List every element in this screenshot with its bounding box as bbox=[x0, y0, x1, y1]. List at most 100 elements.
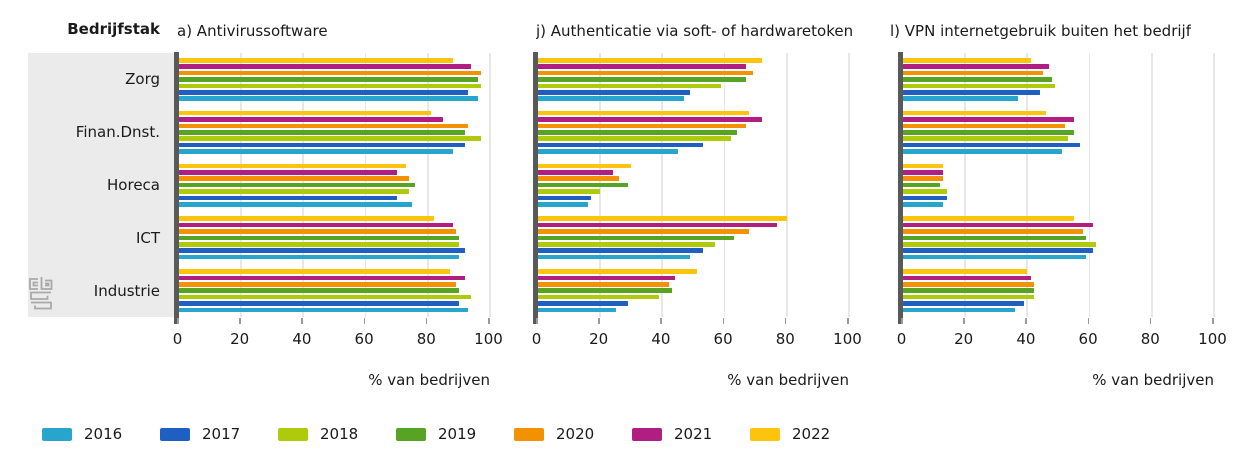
bar-2017 bbox=[538, 142, 703, 148]
legend-item-2016: 2016 bbox=[42, 425, 160, 443]
bar-2019 bbox=[538, 288, 672, 294]
bar-2022 bbox=[903, 269, 1028, 274]
panel-a-title: a) Antivirussoftware bbox=[177, 22, 328, 40]
bar-2021 bbox=[538, 222, 778, 228]
gridline bbox=[964, 53, 966, 317]
bar-2019 bbox=[903, 235, 1087, 241]
x-tick-label: 80 bbox=[416, 330, 436, 348]
x-tick bbox=[1149, 318, 1152, 324]
x-tick bbox=[425, 318, 428, 324]
x-tick bbox=[239, 318, 241, 324]
bar-2017 bbox=[903, 248, 1093, 254]
x-axis-label: % van bedrijven bbox=[368, 371, 490, 389]
x-tick bbox=[784, 318, 787, 324]
bar-2016 bbox=[903, 307, 1015, 313]
bar-2021 bbox=[538, 169, 613, 175]
bar-2022 bbox=[903, 110, 1047, 116]
bar-2020 bbox=[538, 70, 753, 76]
bar-2021 bbox=[179, 169, 397, 175]
bar-2021 bbox=[903, 275, 1031, 281]
x-tick-label: 40 bbox=[651, 330, 671, 348]
gridline bbox=[489, 53, 491, 317]
bar-2022 bbox=[179, 57, 453, 63]
gridline bbox=[723, 53, 726, 317]
bar-2016 bbox=[538, 254, 691, 260]
bar-2016 bbox=[903, 96, 1019, 102]
legend: 2016 2017 2018 2019 2020 2021 2022 bbox=[42, 425, 868, 443]
bar-2022 bbox=[179, 163, 407, 169]
bar-2022 bbox=[903, 216, 1075, 222]
legend-item-2019: 2019 bbox=[396, 425, 514, 443]
bar-2016 bbox=[538, 149, 678, 154]
bar-2017 bbox=[903, 195, 947, 201]
x-axis-label: % van bedrijven bbox=[727, 371, 849, 389]
category-label: Finan.Dnst. bbox=[75, 123, 160, 142]
legend-label: 2021 bbox=[674, 425, 713, 443]
bar-2019 bbox=[538, 182, 629, 188]
bar-2020 bbox=[538, 176, 619, 182]
bar-2021 bbox=[179, 64, 472, 70]
bar-2020 bbox=[179, 70, 481, 76]
bar-2022 bbox=[538, 57, 762, 63]
bar-2017 bbox=[903, 301, 1025, 306]
x-tick-label: 20 bbox=[954, 330, 974, 348]
gridline bbox=[848, 53, 850, 317]
bar-2017 bbox=[538, 89, 691, 95]
x-tick bbox=[301, 318, 303, 324]
y-axis-line bbox=[898, 52, 903, 324]
legend-swatch-2017 bbox=[160, 427, 190, 441]
bar-2016 bbox=[903, 254, 1087, 260]
x-tick bbox=[536, 318, 538, 324]
bar-2018 bbox=[179, 83, 481, 89]
legend-swatch-2022 bbox=[750, 427, 780, 441]
bar-2021 bbox=[903, 64, 1050, 70]
bar-2017 bbox=[179, 142, 466, 148]
x-tick bbox=[177, 318, 179, 324]
x-tick-label: 0 bbox=[531, 330, 542, 348]
bar-2019 bbox=[179, 235, 459, 241]
gridline bbox=[1213, 53, 1215, 317]
legend-item-2021: 2021 bbox=[632, 425, 750, 443]
x-tick-label: 40 bbox=[292, 330, 312, 348]
x-tick bbox=[363, 318, 366, 324]
bar-2021 bbox=[538, 275, 675, 281]
x-tick bbox=[1025, 318, 1027, 324]
bar-2018 bbox=[179, 294, 472, 300]
bar-2017 bbox=[538, 301, 629, 306]
bar-2020 bbox=[903, 229, 1084, 234]
bar-2019 bbox=[903, 77, 1053, 82]
bar-2019 bbox=[903, 288, 1034, 294]
gridline bbox=[785, 53, 788, 317]
x-axis-label: % van bedrijven bbox=[1092, 371, 1214, 389]
bar-2021 bbox=[903, 222, 1093, 228]
bar-2019 bbox=[179, 182, 416, 188]
x-tick-label: 40 bbox=[1016, 330, 1036, 348]
bar-2016 bbox=[179, 96, 478, 102]
bar-2019 bbox=[179, 129, 466, 135]
x-tick-label: 100 bbox=[1198, 330, 1227, 348]
x-tick bbox=[963, 318, 965, 324]
bar-2020 bbox=[903, 70, 1043, 76]
bar-2016 bbox=[538, 201, 588, 207]
bar-2022 bbox=[538, 163, 632, 169]
bar-2018 bbox=[903, 83, 1056, 89]
bar-2020 bbox=[179, 123, 469, 129]
bar-2018 bbox=[179, 136, 481, 142]
bar-2018 bbox=[903, 189, 947, 194]
x-tick bbox=[660, 318, 662, 324]
bar-2019 bbox=[903, 129, 1075, 135]
category-label: ICT bbox=[135, 228, 160, 247]
panel-j-title: j) Authenticatie via soft- of hardwareto… bbox=[536, 22, 854, 40]
legend-label: 2020 bbox=[556, 425, 595, 443]
x-tick-label: 80 bbox=[1140, 330, 1160, 348]
bar-2016 bbox=[179, 307, 469, 313]
legend-label: 2019 bbox=[438, 425, 477, 443]
gridline bbox=[1088, 53, 1091, 317]
bar-2017 bbox=[179, 89, 469, 95]
y-axis-line bbox=[174, 52, 179, 324]
bar-2018 bbox=[903, 294, 1034, 300]
bar-2018 bbox=[538, 136, 731, 142]
category-label: Industrie bbox=[93, 281, 160, 300]
x-tick-label: 0 bbox=[172, 330, 183, 348]
